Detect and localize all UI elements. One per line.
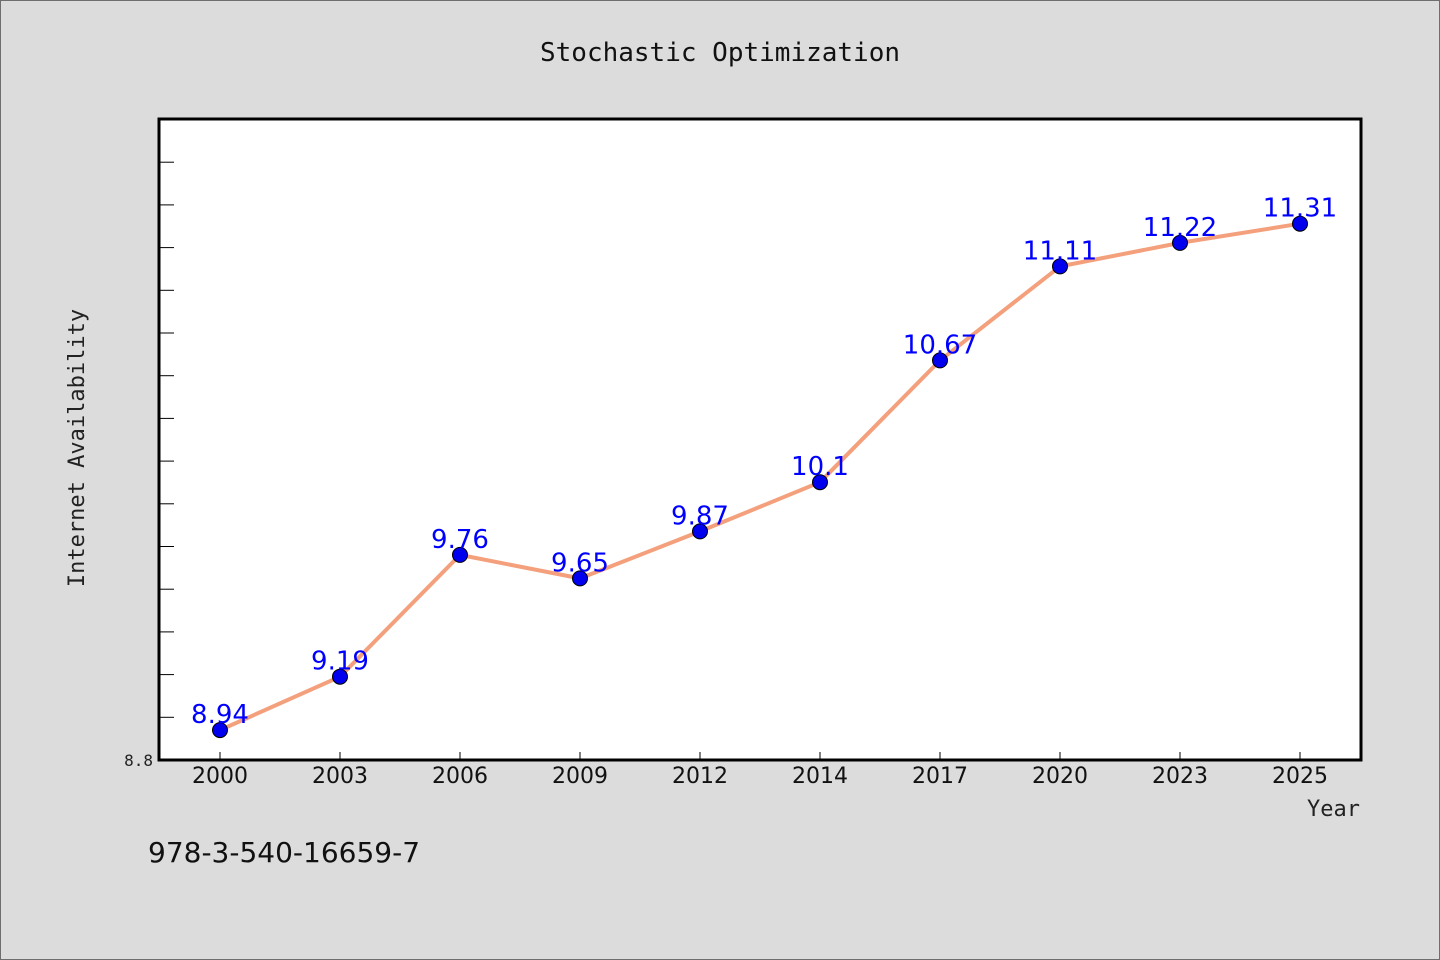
data-point bbox=[812, 474, 828, 491]
x-axis-tick-labels: 2000 2003 2006 2009 2012 2014 2017 2020 2023 2025 bbox=[192, 764, 1328, 789]
x-tick-label: 2006 bbox=[432, 764, 488, 789]
chart-title: Stochastic Optimization bbox=[540, 38, 900, 68]
x-tick-label: 2023 bbox=[1152, 764, 1208, 789]
data-label: 11.11 bbox=[1023, 236, 1097, 266]
y-axis-ticks bbox=[159, 161, 174, 761]
x-tick-label: 2020 bbox=[1032, 764, 1088, 789]
data-point bbox=[332, 668, 348, 685]
data-label: 9.19 bbox=[311, 647, 369, 677]
data-label: 11.31 bbox=[1263, 194, 1337, 224]
x-tick-label: 2009 bbox=[552, 764, 608, 789]
data-label: 10.67 bbox=[903, 330, 977, 360]
y-axis-label: Internet Availability bbox=[65, 309, 90, 587]
data-point bbox=[1292, 215, 1308, 232]
data-label: 9.65 bbox=[551, 548, 609, 578]
x-tick-label: 2012 bbox=[672, 764, 728, 789]
data-label: 11.22 bbox=[1143, 213, 1217, 243]
x-tick-label: 2000 bbox=[192, 764, 248, 789]
data-point bbox=[692, 523, 708, 540]
y-tick-label: 8.8 bbox=[124, 751, 153, 770]
plot-area bbox=[157, 117, 1363, 762]
x-tick-label: 2014 bbox=[792, 764, 848, 789]
x-tick-label: 2003 bbox=[312, 764, 368, 789]
x-axis-label: Year bbox=[1307, 797, 1360, 822]
data-label: 8.94 bbox=[191, 700, 249, 730]
data-point bbox=[452, 546, 468, 563]
x-axis-ticks bbox=[219, 752, 1301, 760]
data-label: 9.76 bbox=[431, 525, 489, 555]
data-labels: 8.94 9.19 9.76 9.65 9.87 10.1 10.67 11.11 11.22 1… bbox=[191, 194, 1337, 730]
data-markers bbox=[212, 215, 1308, 739]
series-line bbox=[219, 221, 1301, 732]
isbn-annotation: 978-3-540-16659-7 bbox=[148, 836, 420, 869]
y-axis-tick-labels: 8.8 bbox=[124, 751, 153, 770]
x-tick-label: 2025 bbox=[1272, 764, 1328, 789]
data-point bbox=[932, 352, 948, 369]
data-point bbox=[572, 570, 588, 587]
data-point bbox=[1172, 234, 1188, 251]
x-tick-label: 2017 bbox=[912, 764, 968, 789]
data-point bbox=[212, 722, 228, 739]
data-label: 9.87 bbox=[671, 501, 729, 531]
data-label: 10.1 bbox=[791, 452, 849, 482]
data-point bbox=[1052, 258, 1068, 275]
